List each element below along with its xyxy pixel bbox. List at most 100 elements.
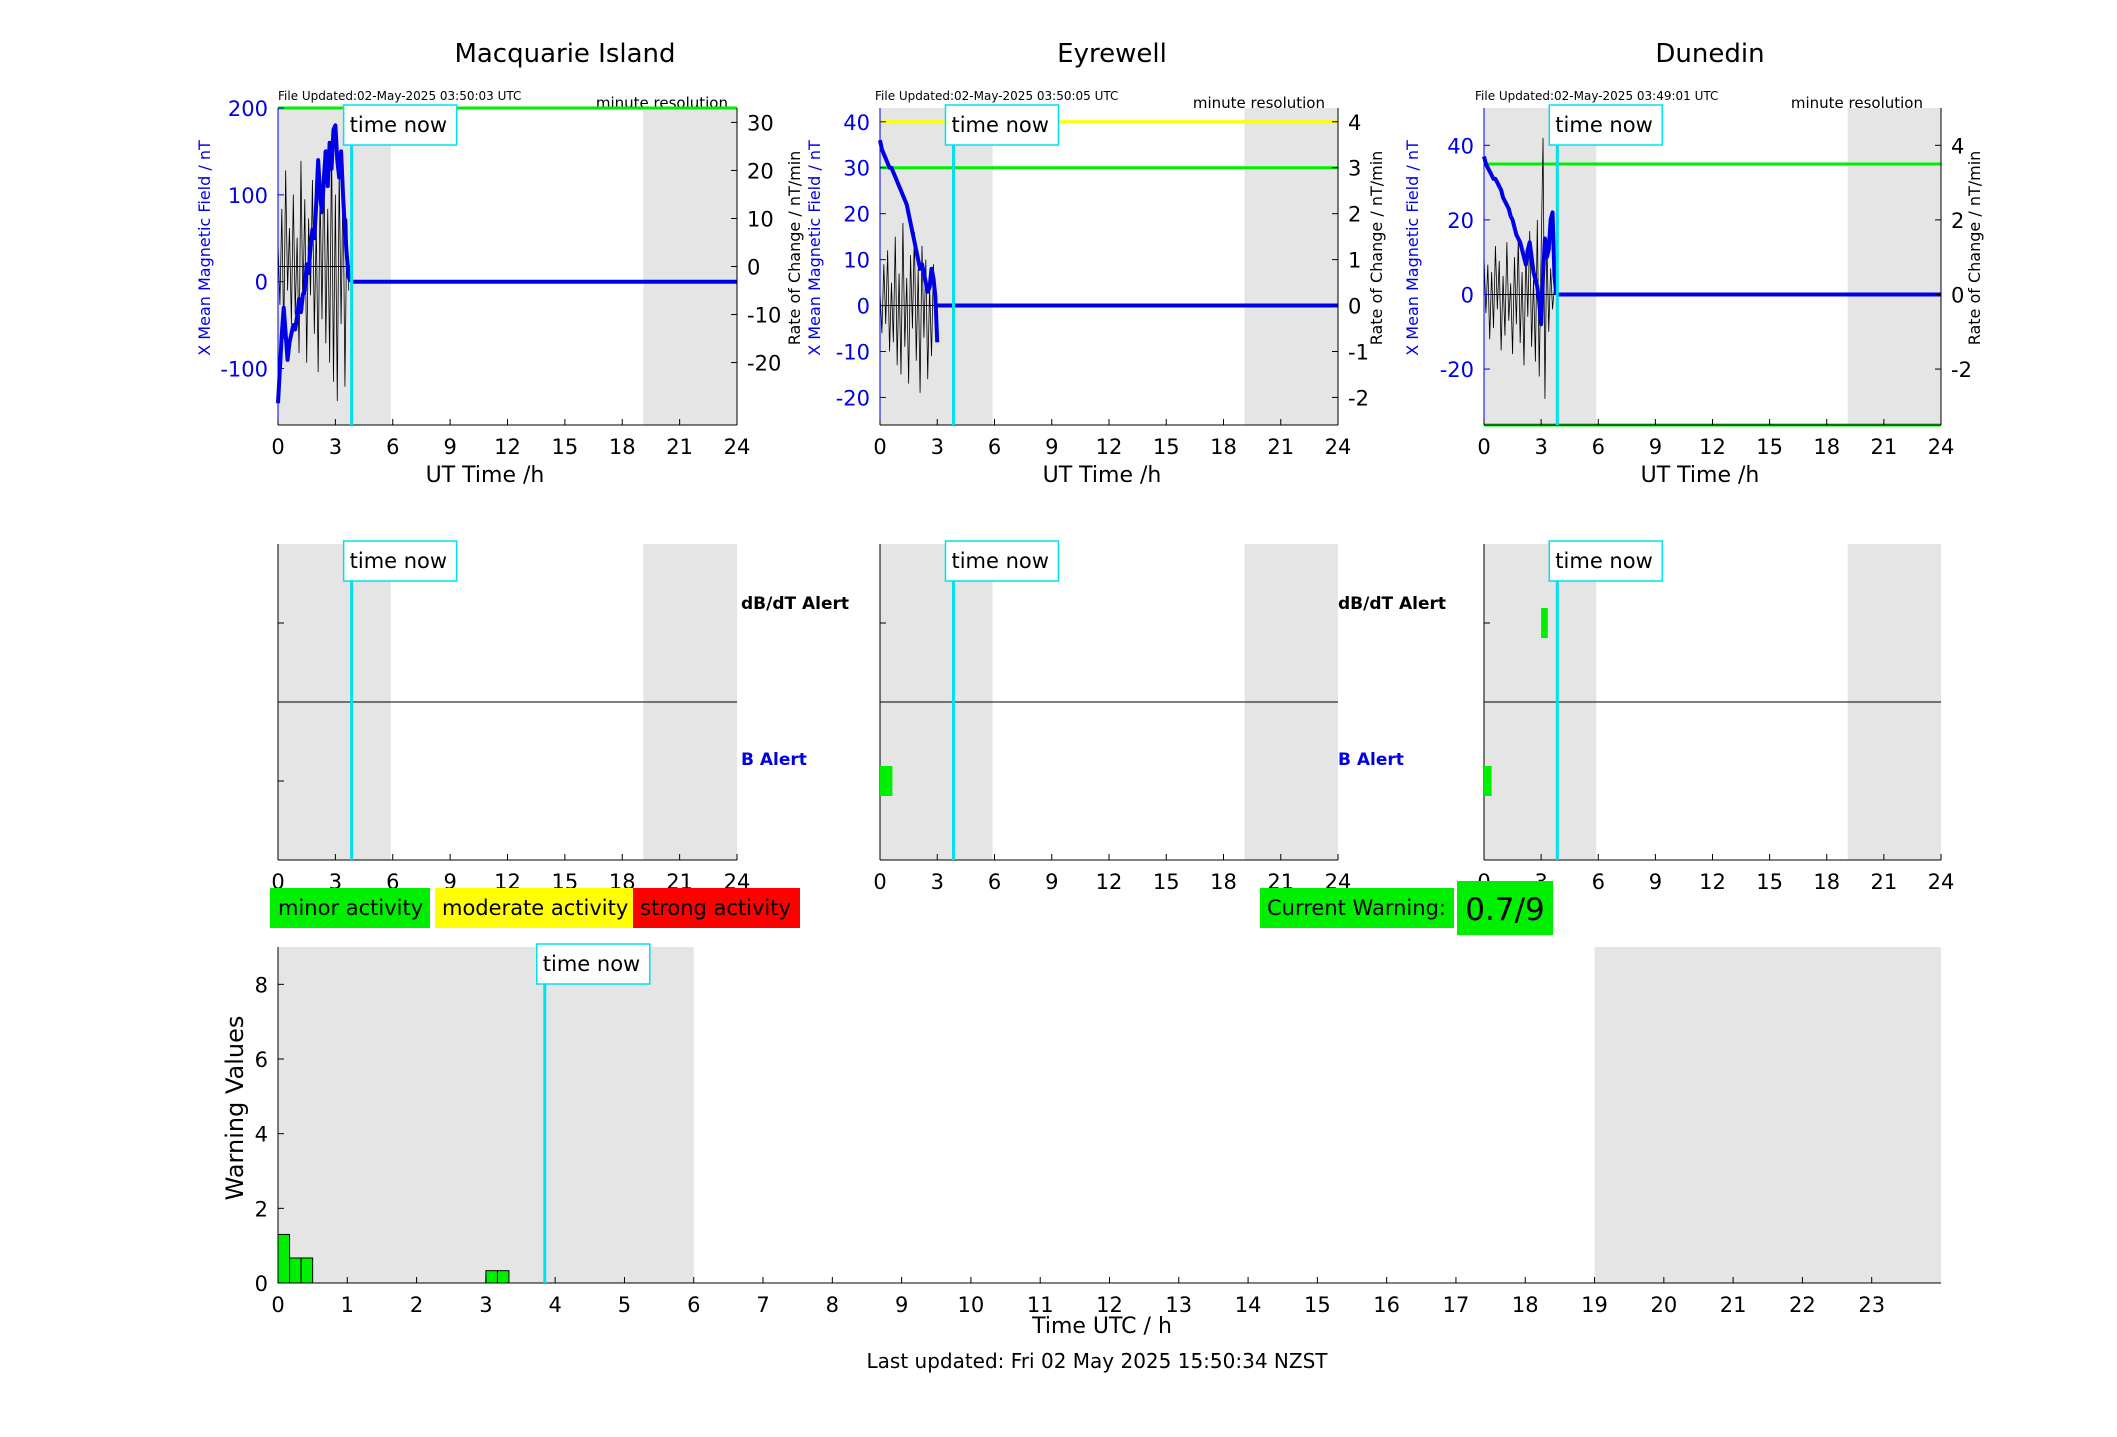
night-shade: [1847, 108, 1941, 425]
x-tick-label: 6: [988, 870, 1001, 894]
x-tick-label: 1: [341, 1293, 354, 1317]
strong-activity-swatch: [633, 888, 800, 928]
y-left-tick-label: 200: [228, 97, 268, 121]
resolution-label: minute resolution: [1193, 94, 1325, 112]
x-tick-label: 12: [1699, 435, 1726, 459]
y-left-tick-label: 0: [255, 271, 268, 295]
y-axis-left-label: X Mean Magnetic Field / nT: [1403, 140, 1422, 356]
current-warning-value: 0.7/9: [1465, 892, 1544, 928]
y-axis-left-label: X Mean Magnetic Field / nT: [195, 140, 214, 356]
current-warning-box: [1260, 888, 1454, 928]
y-left-tick-label: -100: [220, 358, 268, 382]
panel-title: Dunedin: [1655, 39, 1764, 69]
x-tick-label: 15: [1153, 870, 1180, 894]
y-right-tick-label: 2: [1348, 203, 1361, 227]
y-axis-left-label: X Mean Magnetic Field / nT: [805, 140, 824, 356]
x-tick-label: 0: [271, 1293, 284, 1317]
y-tick-label: 6: [255, 1048, 268, 1072]
moderate-activity-label: moderate activity: [442, 896, 628, 920]
eyrewell-magnetometer-panel: Eyrewell File Updated:02-May-2025 03:50:…: [805, 39, 1386, 488]
x-tick-label: 12: [1096, 1293, 1123, 1317]
time-now-label: time now: [350, 549, 447, 573]
x-tick-label: 9: [1649, 435, 1662, 459]
y-left-tick-label: 10: [843, 249, 870, 273]
y-right-tick-label: 30: [747, 111, 774, 135]
x-tick-label: 24: [724, 435, 751, 459]
x-tick-label: 0: [1477, 435, 1490, 459]
x-tick-label: 21: [1720, 1293, 1747, 1317]
y-left-tick-label: -20: [1440, 358, 1474, 382]
x-tick-label: 12: [1096, 435, 1123, 459]
y-axis-label: Warning Values: [221, 1016, 249, 1201]
x-tick-label: 6: [687, 1293, 700, 1317]
y-axis-right-label: Rate of Change / nT/min: [1367, 151, 1386, 346]
x-tick-label: 15: [1153, 435, 1180, 459]
panel-title: Eyrewell: [1057, 39, 1167, 69]
x-tick-label: 9: [1649, 870, 1662, 894]
x-tick-label: 3: [931, 435, 944, 459]
x-tick-label: 18: [1210, 870, 1237, 894]
x-tick-label: 0: [873, 870, 886, 894]
x-tick-label: 12: [1699, 870, 1726, 894]
b-alert-label: B Alert: [741, 750, 807, 770]
x-tick-label: 0: [873, 435, 886, 459]
time-now-box: [944, 104, 1060, 146]
dbdt-alert-bar: [1541, 608, 1548, 638]
time-now-box: [342, 104, 458, 146]
warning-bar: [496, 1270, 510, 1284]
x-tick-label: 2: [410, 1293, 423, 1317]
y-axis-right-label: Rate of Change / nT/min: [1965, 151, 1984, 346]
x-tick-label: 5: [618, 1293, 631, 1317]
y-left-tick-label: -10: [836, 340, 870, 364]
current-warning-label: Current Warning:: [1267, 896, 1446, 920]
file-updated-label: File Updated:02-May-2025 03:50:03 UTC: [278, 89, 521, 103]
y-left-tick-label: 0: [1461, 283, 1474, 307]
b-alert-label: B Alert: [1338, 750, 1404, 770]
time-now-box: [1548, 540, 1664, 582]
time-now-label: time now: [1555, 113, 1652, 137]
time-now-label: time now: [951, 549, 1048, 573]
dbdt-alert-label: dB/dT Alert: [1338, 594, 1446, 614]
y-left-tick-label: 20: [843, 203, 870, 227]
x-tick-label: 6: [988, 435, 1001, 459]
warning-bar: [277, 1233, 291, 1284]
time-now-label: time now: [543, 952, 640, 976]
y-right-tick-label: 4: [1348, 111, 1361, 135]
y-right-tick-label: 0: [747, 256, 760, 280]
moderate-activity-swatch: [435, 888, 633, 928]
x-tick-label: 21: [1871, 870, 1898, 894]
rate-of-change-series: [277, 141, 350, 401]
x-field-series: [878, 139, 940, 343]
y-tick-label: 8: [255, 973, 268, 997]
x-tick-label: 0: [271, 435, 284, 459]
x-tick-label: 9: [443, 435, 456, 459]
x-axis-label: UT Time /h: [1043, 463, 1162, 488]
x-tick-label: 18: [1813, 435, 1840, 459]
x-tick-label: 7: [756, 1293, 769, 1317]
x-tick-label: 3: [931, 870, 944, 894]
y-right-tick-label: 0: [1951, 283, 1964, 307]
x-tick-label: 18: [1512, 1293, 1539, 1317]
x-tick-label: 10: [958, 1293, 985, 1317]
x-tick-label: 21: [666, 435, 693, 459]
warning-bar: [485, 1270, 498, 1284]
x-tick-label: 6: [1592, 435, 1605, 459]
x-axis-label: Time UTC / h: [1031, 1314, 1172, 1339]
x-tick-label: 15: [1756, 870, 1783, 894]
x-tick-label: 22: [1789, 1293, 1816, 1317]
x-tick-label: 17: [1443, 1293, 1470, 1317]
y-right-tick-label: 0: [1348, 295, 1361, 319]
b-alert-bar: [1484, 766, 1492, 796]
x-axis-label: UT Time /h: [1641, 463, 1760, 488]
rate-of-change-series: [1483, 137, 1555, 399]
night-shade: [643, 108, 737, 425]
warning-bar: [300, 1257, 314, 1284]
y-left-tick-label: 40: [843, 111, 870, 135]
x-tick-label: 16: [1373, 1293, 1400, 1317]
x-tick-label: 9: [1045, 435, 1058, 459]
